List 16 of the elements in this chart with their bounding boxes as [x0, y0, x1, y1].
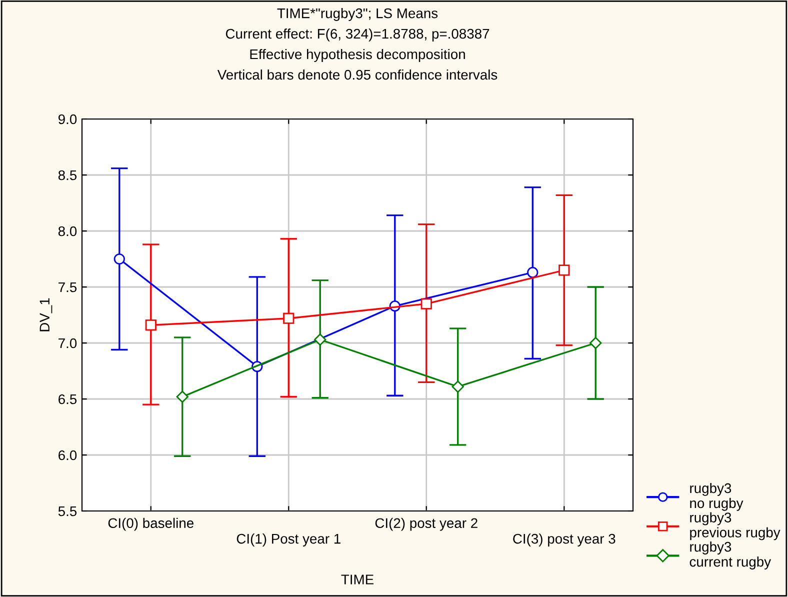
y-tick-label: 9.0 — [58, 114, 77, 124]
chart-title: TIME*"rugby3"; LS Means Current effect: F(6, 324)=1.8788, p=.08387 Effective hypothesis decomposition Vertical bars denote 0.95 confidence intervals — [217, 8, 498, 80]
legend-label: rugby3 current rugby — [690, 542, 772, 570]
x-axis-title: TIME — [341, 574, 374, 584]
x-tick-label: CI(1) Post year 1 — [236, 534, 340, 546]
y-tick-label: 7.0 — [58, 338, 77, 348]
y-tick-label: 6.5 — [58, 394, 77, 404]
y-tick-label: 7.5 — [58, 282, 77, 292]
x-tick-label: CI(3) post year 3 — [513, 534, 616, 546]
y-tick-label: 6.0 — [58, 450, 77, 460]
y-tick-label: 8.0 — [58, 226, 77, 236]
y-tick-label: 5.5 — [58, 506, 77, 516]
y-tick-label: 8.5 — [58, 170, 77, 180]
x-tick-label: CI(0) baseline — [108, 518, 194, 531]
y-axis-title: DV_1 — [40, 298, 52, 332]
x-tick-label: CI(2) post year 2 — [375, 518, 478, 531]
